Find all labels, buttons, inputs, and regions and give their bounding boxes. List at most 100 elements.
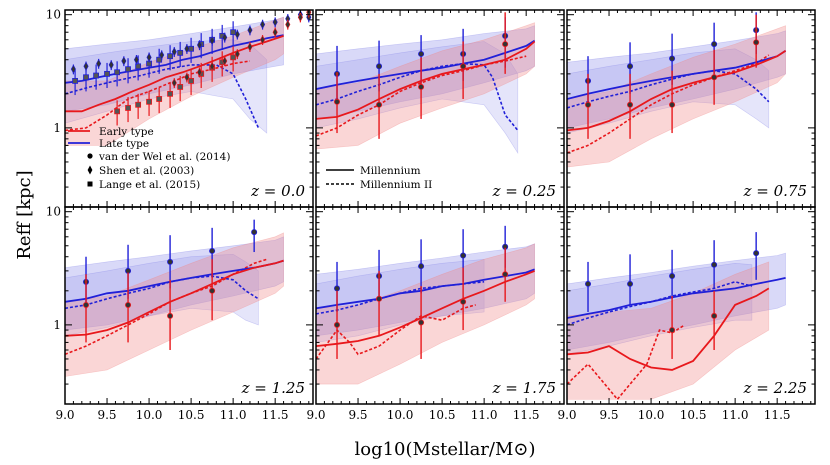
y-tick-label: 1 bbox=[53, 121, 61, 135]
vdw-early-point bbox=[376, 295, 383, 302]
panel-2: z = 0.75 bbox=[566, 9, 816, 208]
shen-early-point bbox=[247, 42, 253, 52]
panel-frame bbox=[64, 206, 314, 405]
shen-late-point bbox=[83, 61, 89, 71]
x-tick-label: 9.5 bbox=[348, 408, 367, 422]
vdw-late-point bbox=[585, 280, 592, 287]
early-band-millennium bbox=[65, 232, 284, 377]
vdw-late-point bbox=[167, 258, 174, 265]
shen-late-point bbox=[70, 64, 76, 74]
vdw-early-point bbox=[502, 271, 509, 278]
shen-early-point bbox=[171, 78, 177, 88]
redshift-label: z = 1.75 bbox=[492, 379, 556, 397]
plot-area bbox=[65, 10, 312, 146]
late-line-millennium bbox=[65, 34, 284, 84]
vdw-late-point bbox=[418, 50, 425, 57]
x-tick-label: 11.5 bbox=[764, 408, 791, 422]
redshift-label: z = 0.75 bbox=[743, 182, 807, 200]
shen-early-point bbox=[234, 49, 240, 59]
vdw-late-point bbox=[753, 250, 760, 257]
vdw-early-point bbox=[753, 39, 760, 46]
early-band-millennium bbox=[567, 25, 786, 168]
vdw-early-point bbox=[585, 101, 592, 108]
shen-late-point bbox=[159, 50, 165, 60]
early-band-millennium bbox=[316, 22, 535, 150]
x-tick-label: 10.5 bbox=[429, 408, 456, 422]
shen-late-point bbox=[108, 60, 114, 70]
lange-early-point bbox=[167, 90, 173, 97]
late-line-millennium bbox=[316, 268, 535, 310]
y-tick-label: 10 bbox=[46, 205, 61, 219]
shen-late-point bbox=[196, 40, 203, 50]
vdw-late-point bbox=[627, 280, 634, 287]
legend-label: Late type bbox=[99, 138, 149, 150]
shen-late-point bbox=[272, 17, 278, 27]
early-line-millennium bbox=[65, 259, 284, 337]
late-line-millennium-ii bbox=[567, 280, 753, 326]
vdw-late-point bbox=[418, 263, 425, 270]
x-tick-label: 9.0 bbox=[306, 408, 325, 422]
x-tick-label: 9.5 bbox=[97, 408, 116, 422]
panel-5: 9.0 9.5 10.0 10.5 11.0 11.5 z = 2.25 bbox=[557, 206, 816, 422]
late-band-millennium-ii bbox=[65, 39, 268, 134]
legend-label: Millennium bbox=[360, 165, 421, 177]
legend-label: Early type bbox=[99, 126, 154, 138]
legend-marker bbox=[87, 153, 93, 159]
y-axis-title: Reff [kpc] bbox=[14, 170, 35, 259]
vdw-late-point bbox=[627, 63, 634, 70]
lange-late-point bbox=[167, 53, 173, 60]
vdw-early-point bbox=[125, 301, 132, 308]
vdw-early-point bbox=[418, 83, 425, 90]
legend-label: van der Wel et al. (2014) bbox=[98, 151, 230, 163]
late-line-millennium bbox=[567, 277, 786, 319]
late-line-millennium-ii bbox=[65, 275, 259, 310]
redshift-label: z = 2.25 bbox=[743, 379, 807, 397]
shen-late-point bbox=[260, 19, 266, 30]
vdw-late-point bbox=[334, 285, 341, 292]
shen-late-point bbox=[247, 25, 253, 35]
x-tick-label: 10.5 bbox=[178, 408, 205, 422]
shen-early-point bbox=[285, 19, 291, 30]
early-line-millennium-ii bbox=[316, 304, 476, 360]
vdw-early-point bbox=[460, 63, 467, 70]
lange-late-point bbox=[104, 70, 110, 77]
vdw-early-point bbox=[209, 287, 216, 294]
plot-area bbox=[65, 219, 284, 377]
early-line-millennium bbox=[567, 50, 787, 132]
x-tick-label: 10.0 bbox=[136, 408, 163, 422]
shen-early-point bbox=[272, 27, 278, 37]
late-band-millennium bbox=[65, 236, 284, 331]
y-tick-label: 1 bbox=[53, 318, 61, 332]
vdw-late-point bbox=[209, 247, 216, 254]
vdw-late-point bbox=[711, 41, 718, 48]
shen-early-point bbox=[260, 35, 266, 45]
shen-late-point bbox=[146, 52, 152, 62]
late-line-millennium-ii bbox=[65, 64, 260, 129]
x-tick-label: 9.0 bbox=[55, 408, 74, 422]
redshift-label: z = 0.0 bbox=[250, 182, 305, 200]
x-tick-label: 10.0 bbox=[638, 408, 665, 422]
vdw-late-point bbox=[669, 55, 676, 62]
x-axis-title: log10(Mstellar/M⊙) bbox=[354, 439, 535, 460]
vdw-early-point bbox=[83, 301, 90, 308]
legend-label: Shen et al. (2003) bbox=[99, 165, 194, 177]
vdw-early-point bbox=[460, 298, 467, 305]
vdw-late-point bbox=[711, 261, 718, 268]
legend-marker bbox=[87, 165, 93, 175]
legend-label: Millennium II bbox=[360, 179, 432, 191]
plot-area bbox=[316, 12, 536, 155]
early-line-millennium-ii bbox=[567, 324, 686, 401]
lange-early-point bbox=[177, 84, 184, 90]
shen-early-point bbox=[306, 10, 312, 17]
lange-early-point bbox=[230, 54, 237, 61]
x-tick-label: 10.0 bbox=[387, 408, 414, 422]
vdw-early-point bbox=[711, 312, 718, 319]
redshift-label: z = 0.25 bbox=[492, 182, 556, 200]
x-tick-label: 11.0 bbox=[471, 408, 498, 422]
early-line-millennium bbox=[316, 40, 536, 120]
shen-late-point bbox=[121, 56, 127, 66]
redshift-label: z = 1.25 bbox=[241, 379, 305, 397]
lange-early-point bbox=[188, 78, 195, 84]
